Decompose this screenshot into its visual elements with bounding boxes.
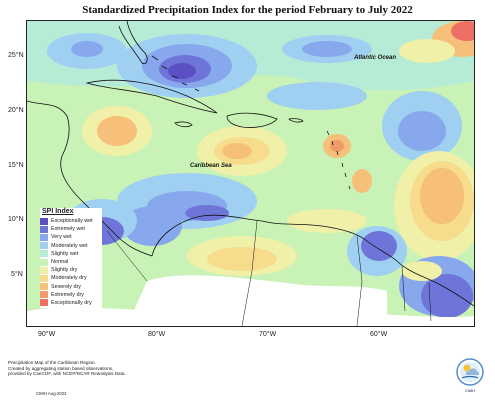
legend-swatch [40, 266, 48, 274]
legend-swatch [40, 250, 48, 258]
legend-item: Normal [40, 258, 102, 266]
legend-swatch [40, 283, 48, 291]
lat-label-5n: 5°N [11, 271, 23, 278]
legend-label: Severely dry [51, 283, 81, 290]
atlantic-ocean-label: Atlantic Ocean [354, 55, 397, 61]
legend-item: Exceptionally wet [40, 217, 102, 225]
legend-label: Slightly wet [51, 250, 79, 257]
legend-label: Moderately wet [51, 242, 88, 249]
legend-label: Exceptionally wet [51, 218, 93, 225]
map-title: Standardized Precipitation Index for the… [82, 4, 413, 16]
legend-items: Exceptionally wet Extremely wet Very wet Mo… [40, 217, 102, 307]
lat-label-20n: 20°N [8, 107, 24, 114]
legend-title: SPI Index [42, 208, 74, 215]
lon-label-70w: 70°W [259, 331, 277, 338]
legend-item: Very wet [40, 233, 102, 241]
legend-item: Slightly wet [40, 250, 102, 258]
legend-label: Normal [51, 259, 69, 266]
note-line-1: Precipitation Map of the Caribbean Regio… [8, 360, 96, 365]
map-description: Precipitation Map of the Caribbean Regio… [8, 360, 148, 377]
lon-label-80w: 80°W [148, 331, 166, 338]
legend-item: Moderately wet [40, 242, 102, 250]
legend-swatch [40, 258, 48, 266]
lon-label-60w: 60°W [370, 331, 388, 338]
legend-item: Extremely wet [40, 225, 102, 233]
note-line-2: Created by aggregating station based obs… [8, 365, 114, 371]
legend-label: Exceptionally dry [51, 299, 92, 306]
legend-item: Severely dry [40, 283, 102, 291]
legend-label: Slightly dry [51, 267, 78, 274]
lat-label-10n: 10°N [8, 216, 24, 223]
legend-swatch [40, 225, 48, 233]
lat-label-25n: 25°N [8, 52, 24, 59]
legend-swatch [40, 291, 48, 299]
lat-label-15n: 15°N [8, 162, 24, 169]
legend-label: Extremely wet [51, 226, 85, 233]
legend-swatch [40, 242, 48, 250]
note-line-3: provided by CariCOF, with NCEP/NCAR Rean… [8, 371, 126, 377]
legend-label: Extremely dry [51, 291, 84, 298]
legend-item: Moderately dry [40, 274, 102, 282]
spi-legend: SPI Index Exceptionally wet Extremely wet… [40, 208, 102, 308]
legend-item: Extremely dry [40, 291, 102, 299]
legend-swatch [40, 217, 48, 225]
legend-label: Moderately dry [51, 275, 87, 282]
caribbean-sea-label: Caribbean Sea [190, 163, 232, 169]
legend-item: Exceptionally dry [40, 299, 102, 307]
legend-label: Very wet [51, 234, 72, 241]
legend-swatch [40, 274, 48, 282]
legend-swatch [40, 233, 48, 241]
lon-label-90w: 90°W [38, 331, 56, 338]
legend-swatch [40, 299, 48, 307]
logo-caption: CIMH [464, 388, 476, 393]
cimh-logo-icon [456, 358, 484, 386]
credit-text: CIMH Aug-2022 [36, 391, 67, 396]
legend-item: Slightly dry [40, 266, 102, 274]
